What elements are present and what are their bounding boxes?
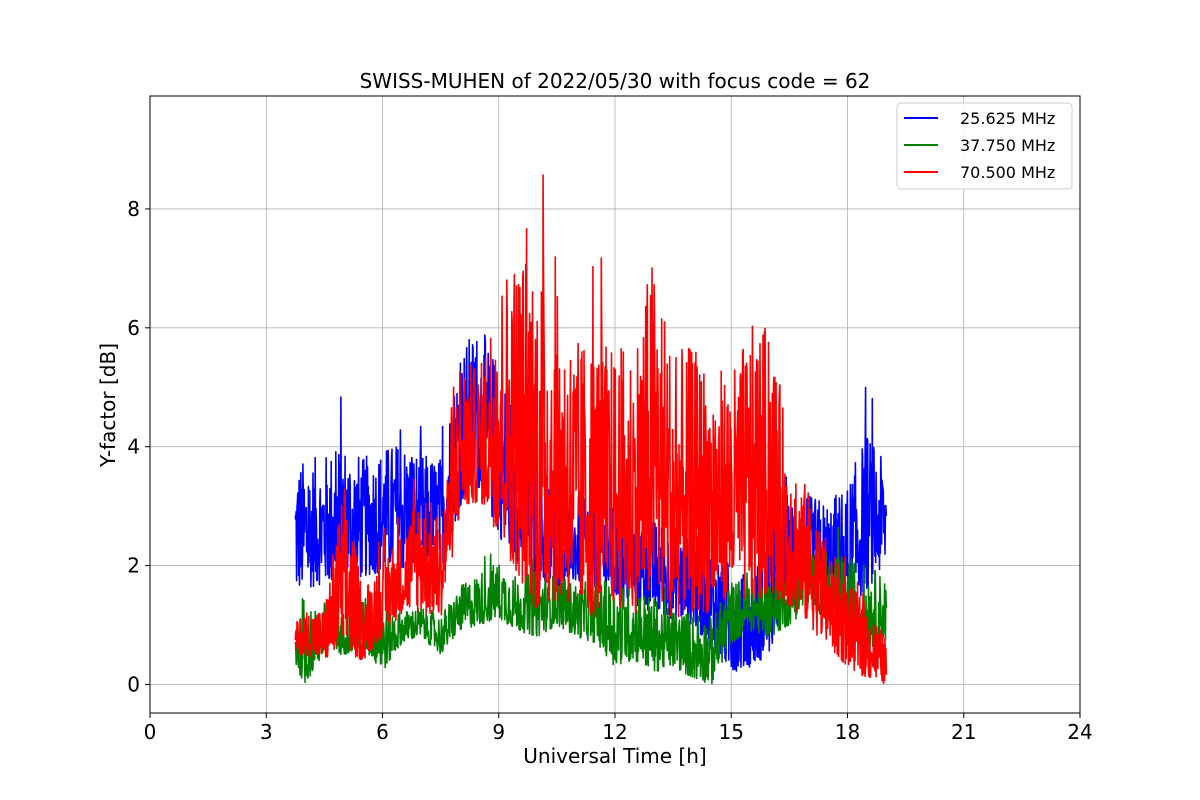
- legend: 25.625 MHz 37.750 MHz 70.500 MHz: [896, 102, 1073, 190]
- legend-label-70500: 70.500 MHz: [960, 163, 1055, 182]
- x-tick-label: 3: [260, 720, 273, 744]
- chart-title: SWISS-MUHEN of 2022/05/30 with focus cod…: [360, 69, 871, 93]
- series-line-3: [294, 174, 888, 685]
- x-tick-label: 21: [951, 720, 976, 744]
- y-tick-label: 6: [127, 316, 140, 340]
- x-axis-label: Universal Time [h]: [523, 744, 706, 768]
- x-axis-ticks: 0 3 6 9 12 15 18 21 24: [144, 713, 1093, 744]
- y-tick-label: 0: [127, 672, 140, 696]
- legend-label-37750: 37.750 MHz: [960, 136, 1055, 155]
- x-tick-label: 6: [376, 720, 389, 744]
- legend-box: [896, 102, 1073, 190]
- x-tick-label: 9: [492, 720, 505, 744]
- y-axis-label: Y-factor [dB]: [96, 343, 120, 468]
- legend-label-25625: 25.625 MHz: [960, 109, 1055, 128]
- y-tick-label: 2: [127, 554, 140, 578]
- y-tick-label: 8: [127, 197, 140, 221]
- y-tick-label: 4: [127, 435, 140, 459]
- y-axis-ticks: 0 2 4 6 8: [127, 197, 150, 696]
- x-tick-label: 0: [144, 720, 157, 744]
- x-tick-label: 15: [719, 720, 744, 744]
- x-tick-label: 18: [835, 720, 860, 744]
- x-tick-label: 12: [602, 720, 627, 744]
- x-tick-label: 24: [1067, 720, 1092, 744]
- series-area: [294, 174, 888, 685]
